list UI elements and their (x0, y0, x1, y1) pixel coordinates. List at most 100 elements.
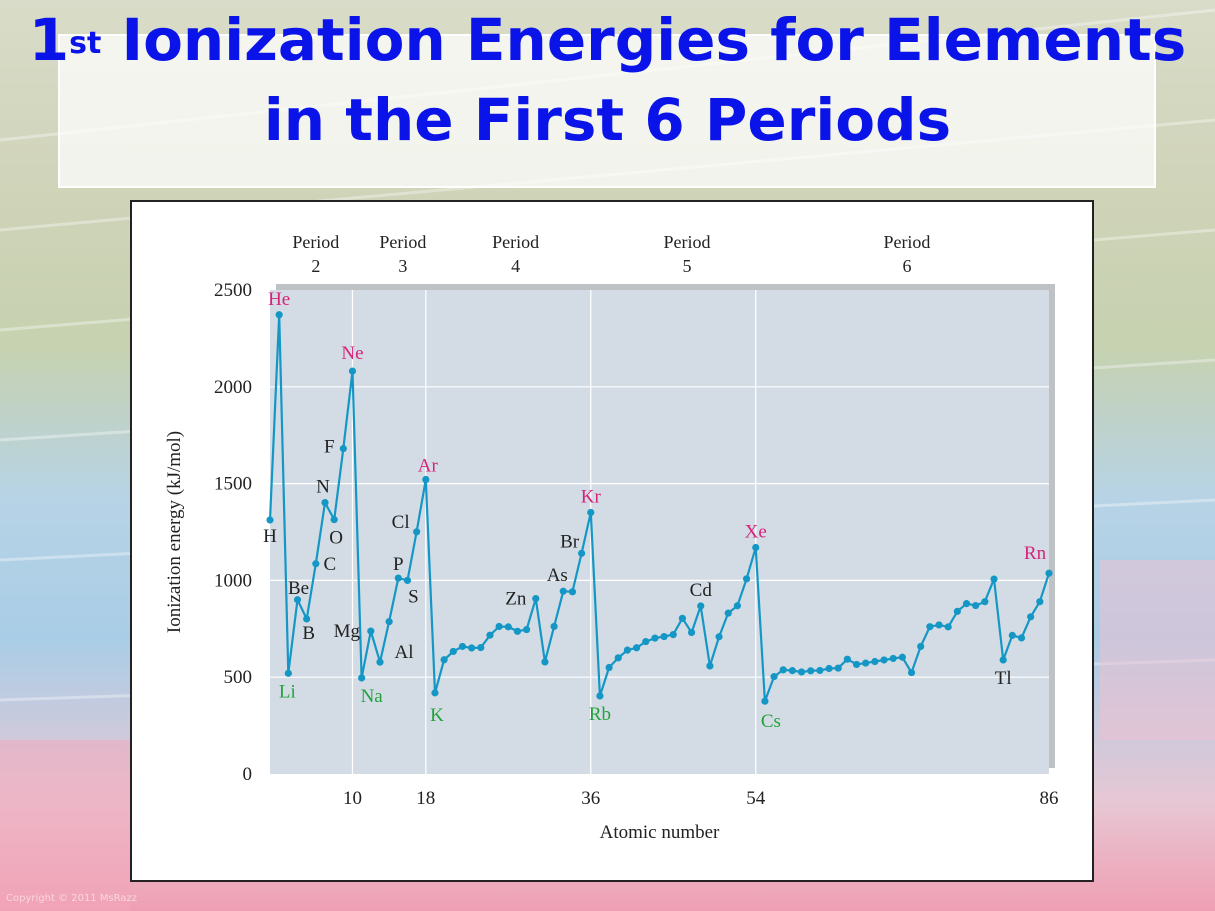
element-label-as: As (547, 565, 568, 586)
period-header-5: Period (663, 232, 710, 252)
element-label-ne: Ne (341, 343, 363, 364)
data-point-24 (477, 643, 485, 652)
data-point-71 (907, 668, 916, 677)
data-point-59 (797, 668, 806, 676)
data-point-42 (642, 637, 650, 646)
data-point-4 (293, 596, 302, 604)
data-point-35 (578, 549, 586, 557)
element-label-tl: Tl (995, 668, 1012, 689)
element-label-rn: Rn (1024, 543, 1047, 564)
data-point-74 (935, 621, 943, 629)
data-point-9 (339, 444, 347, 453)
element-label-br: Br (560, 531, 580, 552)
data-point-14 (385, 618, 393, 626)
data-point-61 (816, 666, 824, 675)
period-number-3: 3 (398, 256, 407, 276)
data-point-29 (523, 625, 531, 634)
data-point-44 (660, 632, 668, 641)
element-label-xe: Xe (745, 521, 767, 542)
data-point-25 (486, 631, 494, 639)
element-label-na: Na (361, 686, 384, 707)
period-number-5: 5 (682, 256, 691, 276)
data-point-10 (348, 367, 357, 375)
data-point-40 (623, 646, 632, 654)
y-tick-label-2000: 2000 (214, 377, 252, 398)
data-point-6 (312, 560, 320, 568)
y-tick-label-2500: 2500 (214, 280, 252, 301)
element-label-b: B (302, 623, 315, 644)
data-point-41 (632, 644, 641, 652)
chart-frame: 0 500 1000 1500 2000 2500 10 18 36 54 86 Atomic num… (130, 200, 1094, 882)
slide-title: 1st Ionization Energies for Elements in … (0, 0, 1215, 200)
element-label-li: Li (279, 681, 296, 702)
data-point-18 (422, 475, 430, 484)
element-label-ar: Ar (418, 456, 439, 477)
data-point-82 (1008, 631, 1016, 639)
data-point-77 (962, 600, 971, 608)
element-label-al: Al (394, 642, 413, 663)
data-point-62 (825, 664, 833, 673)
data-point-39 (614, 654, 622, 662)
element-label-rb: Rb (589, 704, 611, 725)
data-point-65 (852, 660, 861, 669)
x-tick-label-18: 18 (416, 788, 435, 809)
data-point-85 (1036, 598, 1044, 606)
element-label-kr: Kr (581, 486, 602, 507)
data-point-58 (788, 667, 796, 675)
data-point-72 (917, 642, 925, 651)
title-text: Ionization Energies for Elements in the … (101, 6, 1187, 154)
data-point-21 (449, 647, 457, 656)
data-point-17 (413, 528, 421, 536)
element-label-c: C (323, 554, 336, 575)
data-point-51 (724, 609, 732, 617)
data-point-80 (990, 575, 998, 583)
x-tick-label-86: 86 (1040, 788, 1059, 809)
data-point-55 (761, 697, 769, 705)
element-label-be: Be (288, 578, 309, 599)
plot-area (270, 290, 1049, 774)
data-point-64 (843, 655, 851, 663)
data-point-23 (468, 644, 476, 652)
data-point-38 (605, 663, 613, 672)
period-number-2: 2 (311, 256, 320, 276)
data-point-56 (770, 673, 778, 681)
data-point-70 (898, 653, 906, 661)
data-point-13 (376, 658, 384, 666)
data-point-34 (568, 588, 577, 596)
data-point-36 (587, 508, 595, 517)
element-label-o: O (329, 528, 343, 549)
data-point-83 (1017, 634, 1026, 642)
data-point-63 (834, 664, 842, 672)
data-point-57 (779, 666, 787, 674)
period-header-3: Period (379, 232, 426, 252)
data-point-67 (871, 657, 879, 666)
data-point-32 (550, 622, 558, 631)
data-point-28 (513, 627, 522, 635)
data-point-27 (504, 623, 512, 631)
y-tick-label-1500: 1500 (214, 474, 252, 495)
y-tick-label-0: 0 (243, 764, 253, 785)
element-label-p: P (393, 554, 404, 575)
data-point-66 (862, 659, 870, 667)
data-point-81 (999, 656, 1007, 664)
data-point-43 (651, 634, 659, 642)
data-point-47 (687, 628, 696, 637)
data-point-73 (926, 623, 934, 631)
data-point-16 (403, 576, 412, 584)
data-point-8 (330, 516, 338, 524)
element-label-f: F (324, 437, 335, 458)
period-header-6: Period (883, 232, 930, 252)
data-point-52 (733, 602, 742, 610)
data-point-31 (541, 658, 549, 666)
data-point-53 (742, 575, 751, 583)
data-point-48 (697, 602, 705, 610)
data-point-11 (358, 674, 366, 682)
period-number-4: 4 (511, 256, 520, 276)
data-point-78 (972, 601, 980, 610)
element-label-h: H (263, 526, 277, 547)
element-label-mg: Mg (334, 621, 361, 642)
period-header-2: Period (292, 232, 339, 252)
data-point-75 (944, 623, 952, 631)
data-point-3 (284, 669, 292, 677)
